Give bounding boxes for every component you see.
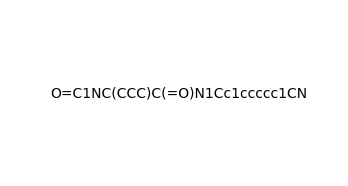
Text: O=C1NC(CCC)C(=O)N1Cc1ccccc1CN: O=C1NC(CCC)C(=O)N1Cc1ccccc1CN <box>50 87 307 101</box>
